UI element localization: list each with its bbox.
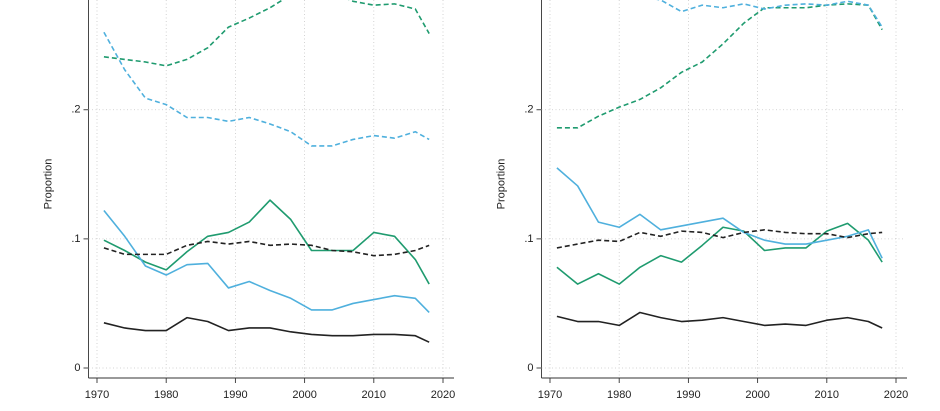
y-tick-label: .1: [71, 233, 80, 245]
panel: 0 .1 .2 1970 1980 1990 2000 2010 2020 Proportion: [495, 0, 908, 401]
data-line: [556, 311, 883, 329]
y-tick-label: 0: [527, 362, 533, 374]
x-tick-label: 2020: [884, 389, 908, 401]
data-line: [556, 229, 883, 249]
data-line: [656, 0, 883, 28]
x-tick-label: 1970: [538, 389, 562, 401]
x-tick-label: 1980: [154, 389, 178, 401]
data-line: [103, 31, 430, 147]
x-tick-label: 1990: [676, 389, 700, 401]
y-tick-label: .2: [71, 104, 80, 116]
data-line: [556, 3, 883, 129]
panel: 0 .1 .2 1970 1980 1990 2000 2010 2020 Proportion: [42, 0, 455, 401]
y-axis-label: Proportion: [495, 159, 507, 210]
y-tick-label: .2: [524, 104, 533, 116]
x-tick-label: 2000: [745, 389, 769, 401]
x-tick-label: 2010: [362, 389, 386, 401]
x-tick-label: 2010: [815, 389, 839, 401]
y-axis-label: Proportion: [42, 159, 54, 210]
data-line: [103, 240, 430, 257]
x-tick-label: 1980: [607, 389, 631, 401]
data-line: [103, 0, 430, 67]
data-line: [103, 209, 430, 314]
data-line: [103, 316, 430, 343]
y-tick-label: .1: [524, 233, 533, 245]
data-line: [556, 167, 883, 259]
y-tick-label: 0: [74, 362, 80, 374]
x-tick-label: 1970: [85, 389, 109, 401]
x-tick-label: 2020: [431, 389, 455, 401]
data-line: [103, 199, 430, 285]
x-tick-label: 2000: [292, 389, 316, 401]
data-line: [556, 222, 883, 285]
x-tick-label: 1990: [223, 389, 247, 401]
